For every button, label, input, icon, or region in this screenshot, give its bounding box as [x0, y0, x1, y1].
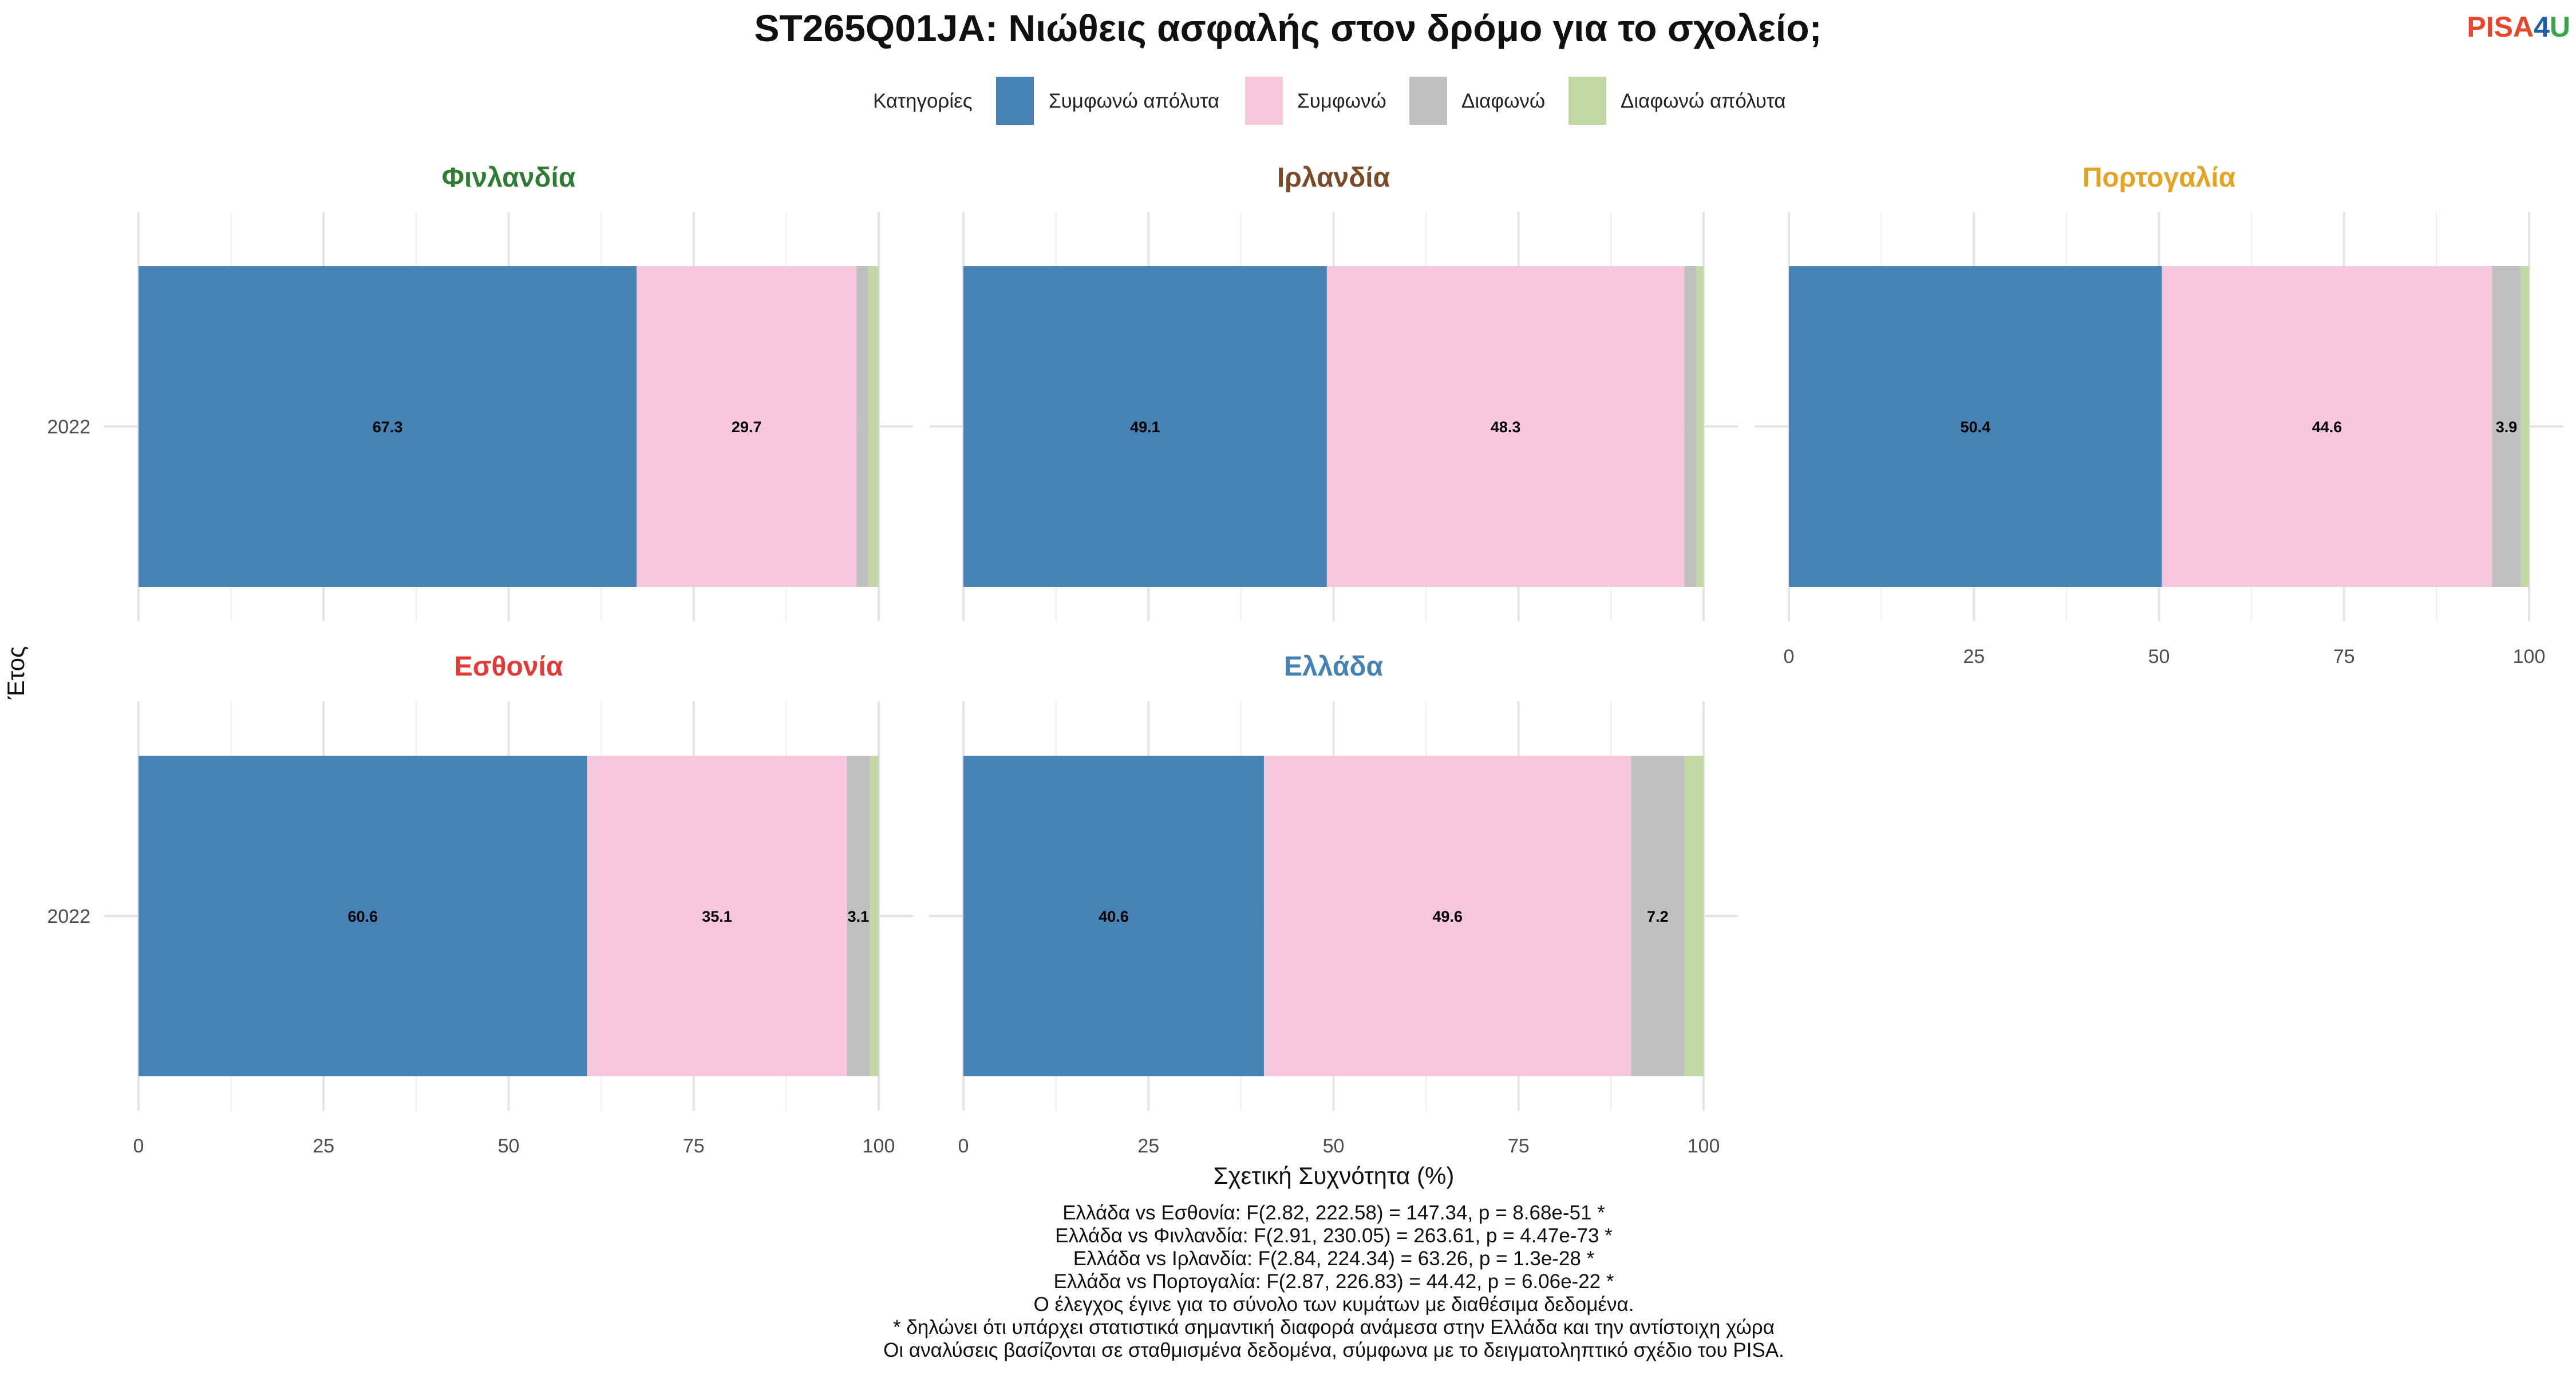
x-tick-label: 100: [2513, 646, 2546, 668]
bar-segment-1: [963, 266, 1327, 587]
panel-title: Ελλάδα: [1284, 652, 1383, 682]
x-tick-label: 0: [1784, 646, 1795, 668]
panel-greece: Ελλάδα 40.6 49.6 7.2 0 25 50 75 100: [929, 652, 1738, 1157]
caption-line: Ελλάδα vs Φινλανδία: F(2.91, 230.05) = 2…: [1055, 1225, 1613, 1247]
bar-value-label: 40.6: [1099, 908, 1129, 925]
legend: Κατηγορίες Συμφωνώ απόλυτα Συμφωνώ Διαφωνώ…: [873, 77, 1786, 125]
bar-segment-2: [1326, 266, 1685, 587]
legend-label-2: Συμφωνώ: [1297, 90, 1386, 112]
bar-value-label: 60.6: [347, 908, 378, 925]
x-tick-label: 0: [958, 1135, 969, 1157]
x-tick-label: 75: [2333, 646, 2355, 668]
bar-segment-3: [2492, 266, 2521, 587]
x-tick-label: 25: [1963, 646, 1985, 668]
x-tick-label: 100: [863, 1135, 895, 1157]
bar-value-label: 49.6: [1432, 908, 1463, 925]
bar-value-label: 29.7: [732, 418, 762, 436]
bar-segment-2: [587, 756, 847, 1076]
legend-key-4: [1568, 77, 1606, 125]
legend-key-3: [1409, 77, 1447, 125]
x-tick-label: 50: [498, 1135, 520, 1157]
legend-label-3: Διαφωνώ: [1461, 90, 1545, 112]
x-tick-label: 25: [313, 1135, 334, 1157]
bar-value-label: 7.2: [1647, 908, 1669, 925]
legend-key-2: [1245, 77, 1283, 125]
bar-segment-2: [1263, 756, 1631, 1076]
bar-segment-1: [139, 266, 637, 587]
panel-ireland: Ιρλανδία 49.1 48.3: [929, 163, 1738, 621]
logo-part-4: 4: [2534, 11, 2550, 43]
panel-title: Ιρλανδία: [1277, 163, 1390, 193]
legend-key-1: [996, 77, 1034, 125]
bar-segment-1: [1789, 266, 2162, 587]
x-axis-title: Σχετική Συχνότητα (%): [1214, 1162, 1455, 1189]
legend-label-4: Διαφωνώ απόλυτα: [1621, 90, 1786, 112]
bar-value-label: 48.3: [1491, 418, 1521, 436]
bar-segment-3: [856, 266, 868, 587]
bar-segment-3: [847, 756, 870, 1076]
bar-segment-4: [1684, 756, 1704, 1076]
caption-line: Ελλάδα vs Ιρλανδία: F(2.84, 224.34) = 63…: [1073, 1247, 1595, 1270]
x-tick-label: 50: [1323, 1135, 1345, 1157]
caption-line: Ελλάδα vs Πορτογαλία: F(2.87, 226.83) = …: [1054, 1270, 1614, 1293]
panel-title: Φινλανδία: [442, 163, 576, 193]
panel-title: Πορτογαλία: [2083, 163, 2236, 193]
panel-portugal: Πορτογαλία 50.4 44.6 3.9 0 25 50 75 100: [1755, 163, 2563, 668]
x-tick-label: 25: [1137, 1135, 1159, 1157]
legend-label-1: Συμφωνώ απόλυτα: [1049, 90, 1219, 112]
bar-value-label: 3.1: [848, 908, 870, 925]
bar-value-label: 44.6: [2312, 418, 2342, 436]
bar-value-label: 49.1: [1130, 418, 1160, 436]
chart-title: ST265Q01JA: Νιώθεις ασφαλής στον δρόμο γ…: [754, 7, 1822, 49]
bar-segment-1: [963, 756, 1264, 1076]
caption: Ελλάδα vs Εσθονία: F(2.82, 222.58) = 147…: [883, 1202, 1784, 1361]
panel-estonia: Εσθονία 60.6 35.1 3.1 2022 0 25 50 75 100: [47, 652, 913, 1157]
panels: Φινλανδία 67.3 29.7 2022 Ιρλανδία 49.1 48.3 Πορ…: [47, 163, 2563, 1157]
y-axis-title: Έτος: [2, 646, 29, 700]
logo-part-u: U: [2550, 11, 2570, 43]
legend-title: Κατηγορίες: [873, 90, 973, 112]
bar-segment-4: [1696, 266, 1704, 587]
bar-segment-2: [2162, 266, 2492, 587]
caption-line: Ελλάδα vs Εσθονία: F(2.82, 222.58) = 147…: [1062, 1202, 1605, 1224]
bar-segment-4: [2520, 266, 2529, 587]
bar-segment-2: [637, 266, 857, 587]
panel-finland: Φινλανδία 67.3 29.7 2022: [47, 163, 913, 621]
bar-segment-3: [1684, 266, 1697, 587]
x-tick-label: 50: [2148, 646, 2170, 668]
x-tick-label: 0: [133, 1135, 144, 1157]
x-tick-label: 75: [1508, 1135, 1530, 1157]
bar-segment-3: [1631, 756, 1685, 1076]
bar-value-label: 50.4: [1961, 418, 1991, 436]
y-tick-label: 2022: [47, 906, 90, 927]
caption-line: Οι αναλύσεις βασίζονται σε σταθμισμένα δ…: [883, 1339, 1784, 1361]
caption-line: Ο έλεγχος έγινε για το σύνολο των κυμάτω…: [1034, 1293, 1634, 1316]
bar-segment-4: [868, 266, 879, 587]
caption-line: * δηλώνει ότι υπάρχει στατιστικά σημαντι…: [893, 1316, 1775, 1339]
bar-segment-1: [139, 756, 587, 1076]
bar-value-label: 67.3: [373, 418, 403, 436]
bar-value-label: 35.1: [702, 908, 732, 925]
bar-value-label: 3.9: [2496, 418, 2518, 436]
pisa4u-logo: PISA4U: [2467, 11, 2570, 43]
x-tick-label: 100: [1688, 1135, 1720, 1157]
panel-title: Εσθονία: [455, 652, 563, 682]
y-tick-label: 2022: [47, 416, 90, 438]
bar-segment-4: [870, 756, 879, 1076]
x-tick-label: 75: [683, 1135, 705, 1157]
logo-part-pisa: PISA: [2467, 11, 2534, 43]
